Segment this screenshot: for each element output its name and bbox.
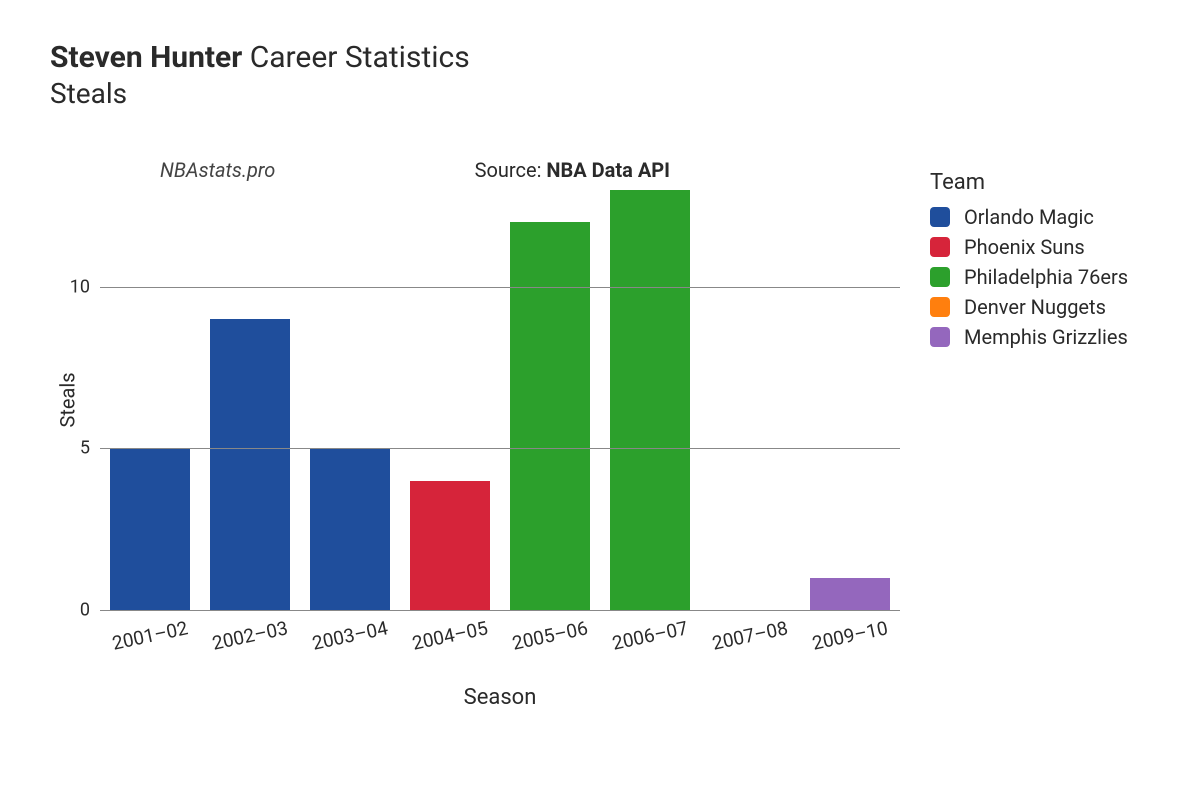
bar [410,481,490,610]
x-tick-label: 2003–04 [310,616,390,654]
bar [510,222,590,610]
bar [110,448,190,610]
chart-axes: Steals Season 05102001–022002–032003–042… [100,190,900,610]
legend-item: Denver Nuggets [930,295,1128,319]
legend-label: Phoenix Suns [964,235,1085,259]
chart-title-metric: Steals [50,77,1150,110]
legend-swatch [930,267,950,287]
legend-title: Team [930,170,1128,195]
y-axis-label: Steals [56,372,80,427]
legend-swatch [930,207,950,227]
legend-item: Philadelphia 76ers [930,265,1128,289]
y-tick-label: 0 [80,600,90,621]
watermark: NBAstats.pro [160,158,275,182]
legend-item: Phoenix Suns [930,235,1128,259]
bar [310,448,390,610]
bars-group [100,190,900,610]
legend: Team Orlando Magic Phoenix Suns Philadelph… [930,170,1128,355]
gridline [100,287,900,288]
x-tick-label: 2001–02 [110,616,190,654]
x-axis-label: Season [464,685,537,710]
source-prefix: Source: [475,158,547,182]
x-tick-label: 2004–05 [410,616,490,654]
x-tick-label: 2002–03 [210,616,290,654]
bar [210,319,290,610]
chart-title-line1: Steven Hunter Career Statistics [50,40,1150,75]
x-tick-label: 2007–08 [710,616,790,654]
bar [610,190,690,610]
legend-swatch [930,237,950,257]
legend-label: Orlando Magic [964,205,1094,229]
y-tick-label: 10 [70,276,90,297]
x-tick-label: 2006–07 [610,616,690,654]
legend-label: Philadelphia 76ers [964,265,1128,289]
gridline [100,448,900,449]
source-name: NBA Data API [546,158,670,182]
source-attribution: Source: NBA Data API [475,158,670,182]
player-name: Steven Hunter [50,40,242,75]
bar [810,578,890,610]
chart-container: Steven Hunter Career Statistics Steals [50,40,1150,110]
x-tick-label: 2005–06 [510,616,590,654]
legend-swatch [930,327,950,347]
legend-label: Memphis Grizzlies [964,325,1128,349]
legend-item: Orlando Magic [930,205,1128,229]
title-suffix: Career Statistics [250,40,470,75]
legend-swatch [930,297,950,317]
plot-area: NBAstats.pro Source: NBA Data API Steals… [100,150,900,630]
gridline [100,610,900,611]
legend-item: Memphis Grizzlies [930,325,1128,349]
y-tick-label: 5 [80,438,90,459]
legend-label: Denver Nuggets [964,295,1106,319]
x-tick-label: 2009–10 [810,616,890,654]
